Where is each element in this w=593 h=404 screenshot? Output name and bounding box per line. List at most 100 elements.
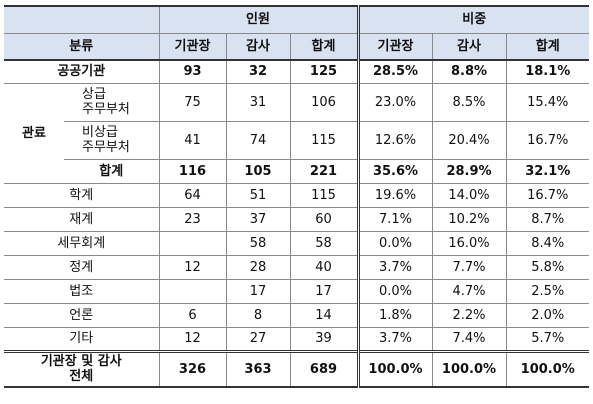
cell: 58 [225, 231, 290, 255]
row-label: 언론 [69, 307, 94, 323]
cell: 8 [225, 303, 290, 327]
header-blank [4, 6, 159, 33]
row-label: 비상급 주무부처 [64, 121, 159, 159]
label-line: 기관장 및 감사 [40, 354, 122, 370]
cell [158, 231, 226, 255]
table-row: 법조 17 17 0.0% 4.7% 2.5% [4, 279, 590, 303]
col-head-ratio: 기관장 [356, 33, 432, 60]
label-line: 상급 [82, 87, 106, 102]
cell: 7.4% [431, 327, 506, 351]
cell: 23 [158, 207, 226, 231]
cell: 2.5% [505, 279, 590, 303]
cell: 23.0% [356, 83, 432, 121]
cell: 40 [289, 255, 358, 279]
cell: 17 [289, 279, 358, 303]
cell: 16.7% [505, 121, 590, 159]
cell: 35.6% [356, 159, 432, 183]
cell: 106 [289, 83, 358, 121]
cell: 100.0% [505, 351, 590, 387]
cell: 51 [225, 183, 290, 207]
personnel-table: 인원 비중 분류 기관장 감사 합계 기관장 감사 합계 공공기관 93 32 … [4, 5, 590, 388]
cell: 3.7% [356, 255, 432, 279]
cell: 60 [289, 207, 358, 231]
table-row: 합계 116 105 221 35.6% 28.9% 32.1% [4, 159, 590, 183]
cell: 32.1% [505, 159, 590, 183]
cell: 18.1% [505, 60, 590, 83]
cell: 15.4% [505, 83, 590, 121]
table-row: 재계 23 37 60 7.1% 10.2% 8.7% [4, 207, 590, 231]
cell: 16.0% [431, 231, 506, 255]
cell: 221 [289, 159, 358, 183]
group-header-row: 인원 비중 [4, 6, 590, 33]
col-auditor-ratio: 감사 [431, 33, 506, 60]
row-label: 상급 주무부처 [64, 83, 159, 121]
cell: 14.0% [431, 183, 506, 207]
cell: 93 [158, 60, 226, 83]
row-label: 재계 [69, 211, 94, 227]
cell: 2.0% [505, 303, 590, 327]
col-auditor-count: 감사 [225, 33, 290, 60]
row-label: 법조 [69, 283, 94, 299]
label-line: 주무부처 [82, 102, 130, 117]
cell: 2.2% [431, 303, 506, 327]
table-row: 관료 상급 주무부처 75 31 106 23.0% 8.5% 15.4% [4, 83, 590, 141]
row-label: 합계 [99, 163, 124, 179]
cell: 10.2% [431, 207, 506, 231]
cell: 4.7% [431, 279, 506, 303]
table-row: 정계 12 28 40 3.7% 7.7% 5.8% [4, 255, 590, 279]
cell: 20.4% [431, 121, 506, 159]
cell: 5.8% [505, 255, 590, 279]
cell: 75 [158, 83, 226, 121]
cell: 0.0% [356, 231, 432, 255]
cell: 28.5% [356, 60, 432, 83]
row-label: 정계 [69, 259, 94, 275]
cell: 28 [225, 255, 290, 279]
cell: 7.7% [431, 255, 506, 279]
table-row: 기타 12 27 39 3.7% 7.4% 5.7% [4, 327, 590, 351]
cell: 58 [289, 231, 358, 255]
cell: 116 [158, 159, 226, 183]
cell: 8.7% [505, 207, 590, 231]
cell: 125 [289, 60, 358, 83]
total-row: 기관장 및 감사 전체 326 363 689 100.0% 100.0% 100… [4, 351, 590, 387]
table-row: 학계 64 51 115 19.6% 14.0% 16.7% [4, 183, 590, 207]
cell: 363 [225, 351, 290, 387]
cell: 16.7% [505, 183, 590, 207]
bureaucrat-label: 관료 [22, 125, 46, 141]
cell: 14 [289, 303, 358, 327]
cell: 74 [225, 121, 290, 159]
row-label: 공공기관 [57, 64, 106, 80]
cell: 27 [225, 327, 290, 351]
group-ratio-header: 비중 [356, 6, 590, 33]
cell: 689 [289, 351, 358, 387]
group-personnel-header: 인원 [158, 6, 358, 33]
row-label: 기타 [69, 331, 94, 346]
label-line: 비상급 [82, 125, 118, 140]
label-line: 전체 [69, 369, 94, 385]
cell: 115 [289, 183, 358, 207]
cell: 12 [158, 327, 226, 351]
cell: 8.5% [431, 83, 506, 121]
row-label: 학계 [69, 187, 94, 203]
cell: 1.8% [356, 303, 432, 327]
table-row: 언론 6 8 14 1.8% 2.2% 2.0% [4, 303, 590, 327]
column-header-row: 분류 기관장 감사 합계 기관장 감사 합계 [4, 33, 590, 60]
row-label: 세무회계 [57, 235, 106, 251]
cell: 6 [158, 303, 226, 327]
cell: 39 [289, 327, 358, 351]
cell [158, 279, 226, 303]
table-row: 비상급 주무부처 41 74 115 12.6% 20.4% 16.7% [4, 121, 590, 159]
cell: 8.8% [431, 60, 506, 83]
cell: 3.7% [356, 327, 432, 351]
cell: 12 [158, 255, 226, 279]
cell: 64 [158, 183, 226, 207]
cell: 37 [225, 207, 290, 231]
cell: 41 [158, 121, 226, 159]
col-total-count: 합계 [289, 33, 358, 60]
label-line: 주무부처 [82, 140, 130, 155]
cell: 100.0% [431, 351, 506, 387]
col-total-ratio: 합계 [505, 33, 590, 60]
cell: 8.4% [505, 231, 590, 255]
cell: 7.1% [356, 207, 432, 231]
table-row: 세무회계 58 58 0.0% 16.0% 8.4% [4, 231, 590, 255]
